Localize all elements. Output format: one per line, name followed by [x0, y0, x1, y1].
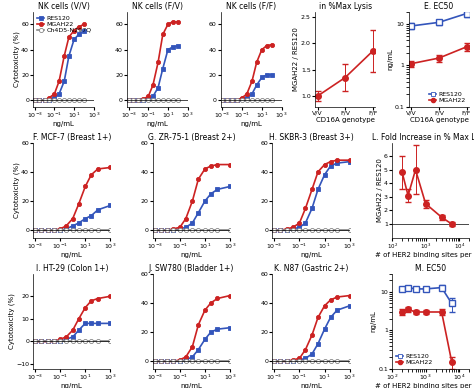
Y-axis label: Cytotoxicity (%): Cytotoxicity (%) [13, 162, 20, 218]
Title: J. SW780 (Bladder 1+): J. SW780 (Bladder 1+) [149, 264, 234, 273]
X-axis label: ng/mL: ng/mL [300, 383, 322, 388]
X-axis label: # of HER2 binding sites per cell: # of HER2 binding sites per cell [375, 383, 474, 388]
Title: F. MCF-7 (Breast 1+): F. MCF-7 (Breast 1+) [33, 133, 111, 142]
X-axis label: # of HER2 binding sites per cell: # of HER2 binding sites per cell [375, 253, 474, 258]
Title: I. HT-29 (Colon 1+): I. HT-29 (Colon 1+) [36, 264, 108, 273]
Title: L. Fold Increase in % Max Lysis: L. Fold Increase in % Max Lysis [372, 133, 474, 142]
Title: G. ZR-75-1 (Breast 2+): G. ZR-75-1 (Breast 2+) [147, 133, 235, 142]
Title: D. Fold Increase
in %Max Lysis: D. Fold Increase in %Max Lysis [314, 0, 376, 11]
X-axis label: ng/mL: ng/mL [300, 253, 322, 258]
X-axis label: ng/mL: ng/mL [53, 121, 74, 127]
Title: C. JIMT-1 (Breast 2+)
NK cells (F/F): C. JIMT-1 (Breast 2+) NK cells (F/F) [212, 0, 291, 11]
Title: E. EC50: E. EC50 [424, 2, 454, 11]
X-axis label: ng/mL: ng/mL [61, 383, 82, 388]
Y-axis label: MGAH22 / RES120: MGAH22 / RES120 [293, 27, 300, 91]
Legend: RES120, MGAH22: RES120, MGAH22 [395, 353, 433, 365]
Title: K. N87 (Gastric 2+): K. N87 (Gastric 2+) [274, 264, 348, 273]
Legend: RES120, MGAH22: RES120, MGAH22 [428, 91, 466, 104]
Y-axis label: Cytotoxicity (%): Cytotoxicity (%) [8, 293, 15, 349]
X-axis label: CD16A genotype: CD16A genotype [410, 117, 468, 123]
Title: A. JIMT-1 (Breast 2+
NK cells (V/V): A. JIMT-1 (Breast 2+ NK cells (V/V) [26, 0, 101, 11]
Title: H. SKBR-3 (Breast 3+): H. SKBR-3 (Breast 3+) [269, 133, 354, 142]
Title: B. JIMT-1 (Breast 2+
NK cells (F/V): B. JIMT-1 (Breast 2+ NK cells (F/V) [119, 0, 195, 11]
X-axis label: ng/mL: ng/mL [181, 383, 202, 388]
Y-axis label: ng/mL: ng/mL [371, 310, 377, 332]
Y-axis label: ng/mL: ng/mL [387, 48, 393, 70]
X-axis label: ng/mL: ng/mL [240, 121, 262, 127]
X-axis label: ng/mL: ng/mL [146, 121, 168, 127]
X-axis label: CD16A genotype: CD16A genotype [316, 117, 374, 123]
X-axis label: ng/mL: ng/mL [181, 253, 202, 258]
Legend: RES120, MGAH22, Ch4D5-N297Q: RES120, MGAH22, Ch4D5-N297Q [36, 15, 92, 33]
X-axis label: ng/mL: ng/mL [61, 253, 82, 258]
Y-axis label: Cytotoxicity (%): Cytotoxicity (%) [13, 31, 20, 87]
Y-axis label: MGAH22 / RES120: MGAH22 / RES120 [376, 158, 383, 222]
Title: M. EC50: M. EC50 [415, 264, 446, 273]
